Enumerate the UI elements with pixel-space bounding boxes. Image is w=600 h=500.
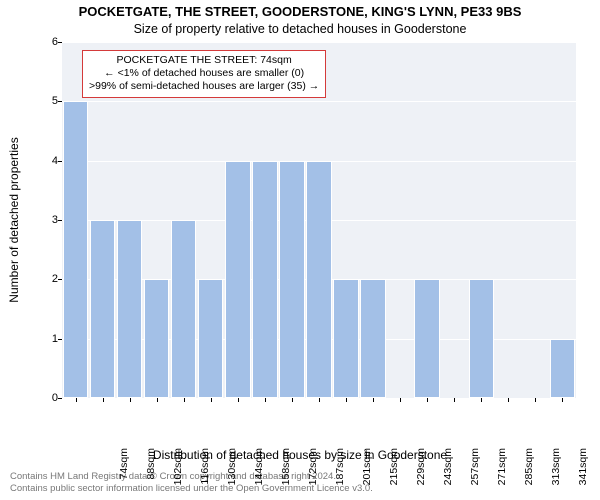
y-tick-label: 6 bbox=[44, 36, 58, 48]
x-tick-mark bbox=[130, 398, 131, 402]
y-tick-mark bbox=[58, 279, 62, 280]
x-tick-mark bbox=[535, 398, 536, 402]
annotation-line-2: ← <1% of detached houses are smaller (0) bbox=[89, 67, 319, 80]
x-tick-mark bbox=[373, 398, 374, 402]
bar bbox=[252, 161, 277, 398]
y-tick-label: 2 bbox=[44, 273, 58, 285]
x-tick-label: 313sqm bbox=[550, 448, 562, 492]
x-tick-mark bbox=[238, 398, 239, 402]
y-tick-mark bbox=[58, 101, 62, 102]
y-tick-mark bbox=[58, 398, 62, 399]
bar bbox=[63, 101, 88, 398]
y-tick-mark bbox=[58, 42, 62, 43]
bar bbox=[198, 279, 223, 398]
y-tick-mark bbox=[58, 220, 62, 221]
x-tick-label: 158sqm bbox=[280, 448, 292, 492]
x-tick-label: 229sqm bbox=[415, 448, 427, 492]
y-tick-label: 0 bbox=[44, 392, 58, 404]
bar bbox=[360, 279, 385, 398]
x-tick-mark bbox=[562, 398, 563, 402]
x-tick-mark bbox=[319, 398, 320, 402]
bar bbox=[414, 279, 439, 398]
y-tick-label: 5 bbox=[44, 95, 58, 107]
x-tick-label: 187sqm bbox=[334, 448, 346, 492]
x-tick-mark bbox=[400, 398, 401, 402]
x-tick-mark bbox=[427, 398, 428, 402]
x-tick-label: 144sqm bbox=[253, 448, 265, 492]
x-tick-label: 201sqm bbox=[361, 448, 373, 492]
x-tick-mark bbox=[454, 398, 455, 402]
x-axis-label: Distribution of detached houses by size … bbox=[0, 448, 600, 462]
x-tick-label: 172sqm bbox=[307, 448, 319, 492]
x-tick-label: 215sqm bbox=[388, 448, 400, 492]
bar bbox=[144, 279, 169, 398]
y-tick-label: 3 bbox=[44, 214, 58, 226]
bar bbox=[225, 161, 250, 398]
bar bbox=[279, 161, 304, 398]
annotation-line-3: >99% of semi-detached houses are larger … bbox=[89, 80, 319, 93]
x-tick-mark bbox=[157, 398, 158, 402]
bar bbox=[171, 220, 196, 398]
x-tick-label: 88sqm bbox=[145, 448, 157, 492]
bar bbox=[90, 220, 115, 398]
x-tick-mark bbox=[508, 398, 509, 402]
bar bbox=[469, 279, 494, 398]
x-tick-label: 341sqm bbox=[577, 448, 589, 492]
x-tick-label: 271sqm bbox=[496, 448, 508, 492]
y-axis-label: Number of detached properties bbox=[7, 137, 21, 302]
y-tick-label: 4 bbox=[44, 155, 58, 167]
x-tick-mark bbox=[481, 398, 482, 402]
x-tick-label: 257sqm bbox=[469, 448, 481, 492]
x-tick-label: 102sqm bbox=[172, 448, 184, 492]
annotation-box: POCKETGATE THE STREET: 74sqm ← <1% of de… bbox=[82, 50, 326, 98]
bar bbox=[550, 339, 575, 398]
gridline-h bbox=[62, 101, 576, 102]
x-tick-mark bbox=[346, 398, 347, 402]
x-tick-label: 130sqm bbox=[226, 448, 238, 492]
x-tick-mark bbox=[265, 398, 266, 402]
x-tick-label: 74sqm bbox=[118, 448, 130, 492]
y-tick-mark bbox=[58, 161, 62, 162]
y-tick-mark bbox=[58, 339, 62, 340]
chart-title-main: POCKETGATE, THE STREET, GOODERSTONE, KIN… bbox=[0, 4, 600, 19]
x-tick-label: 116sqm bbox=[199, 448, 211, 492]
gridline-h bbox=[62, 42, 576, 43]
x-tick-label: 285sqm bbox=[523, 448, 535, 492]
x-tick-label: 243sqm bbox=[442, 448, 454, 492]
x-tick-mark bbox=[184, 398, 185, 402]
bar bbox=[117, 220, 142, 398]
x-tick-mark bbox=[292, 398, 293, 402]
x-tick-mark bbox=[76, 398, 77, 402]
x-tick-mark bbox=[103, 398, 104, 402]
chart-title-sub: Size of property relative to detached ho… bbox=[0, 22, 600, 36]
annotation-line-1: POCKETGATE THE STREET: 74sqm bbox=[89, 54, 319, 67]
bar bbox=[333, 279, 358, 398]
y-tick-label: 1 bbox=[44, 333, 58, 345]
bar bbox=[306, 161, 331, 398]
x-tick-mark bbox=[211, 398, 212, 402]
